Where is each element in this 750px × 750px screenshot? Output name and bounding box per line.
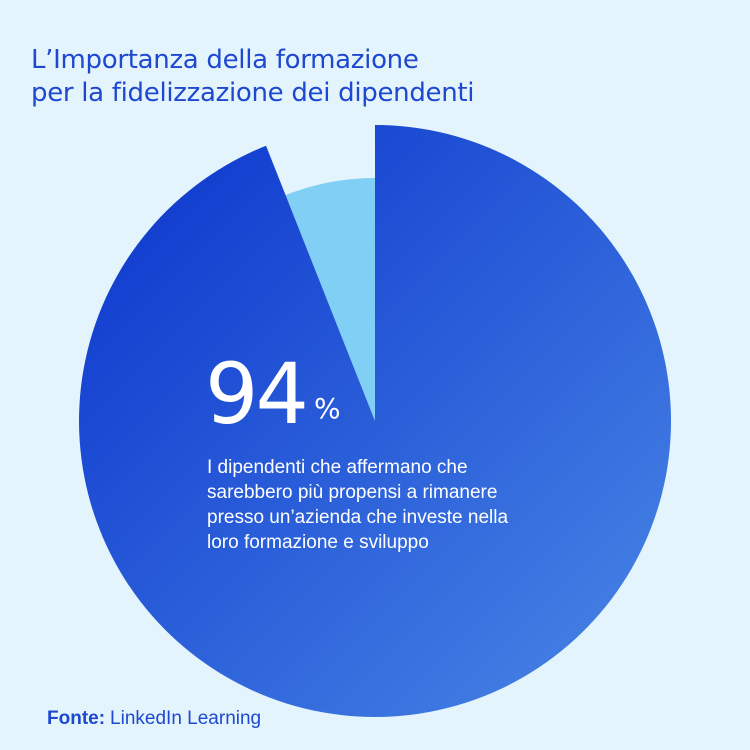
title-line-1: L’Importanza della formazione [31, 45, 419, 75]
pie-slice-minor [285, 178, 375, 421]
percent-sign: % [314, 392, 341, 425]
title-line-2: per la fidelizzazione dei dipendenti [31, 78, 475, 108]
description-line-4: loro formazione e sviluppo [207, 532, 429, 553]
source-value: LinkedIn Learning [110, 708, 262, 729]
chart-title: L’Importanza della formazione per la fid… [31, 44, 591, 110]
description-line-3: presso un’azienda che investe nella [207, 507, 509, 528]
percentage-value: 94 [205, 345, 309, 443]
source-label: Fonte: [47, 708, 106, 729]
source-credit: Fonte: LinkedIn Learning [47, 708, 261, 730]
slice-description: I dipendenti che affermano che sarebbero… [207, 455, 557, 555]
pie-slice-main [79, 125, 672, 717]
description-line-2: sarebbero più propensi a rimanere [207, 482, 498, 503]
description-line-1: I dipendenti che affermano che [207, 457, 468, 478]
